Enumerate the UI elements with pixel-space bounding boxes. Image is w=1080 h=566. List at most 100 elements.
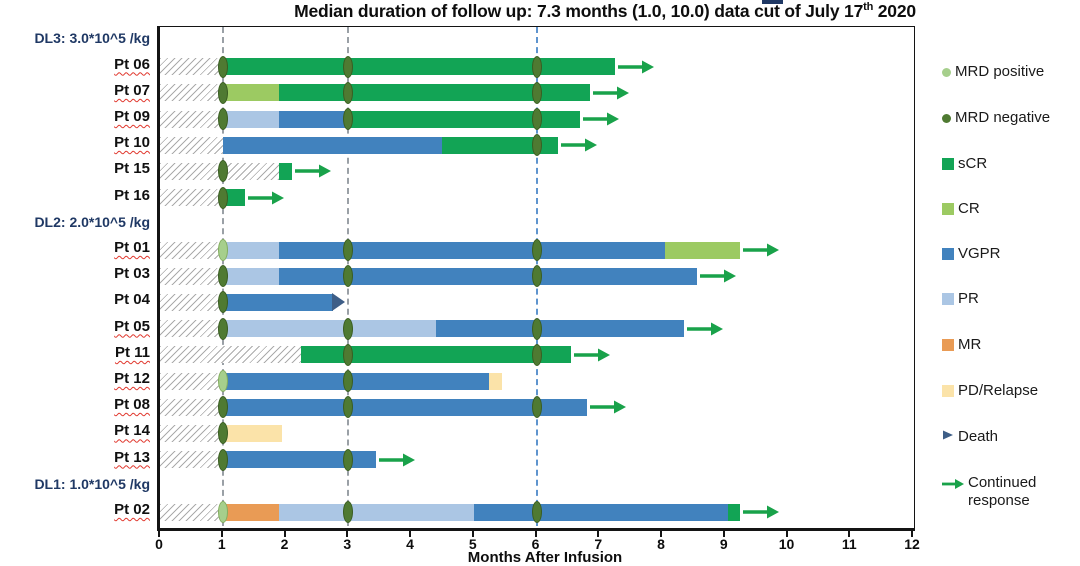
continued-response-arrow xyxy=(574,345,611,370)
mrd-negative-marker xyxy=(531,343,542,366)
continued-response-arrow xyxy=(699,266,737,291)
response-segment-pr xyxy=(222,267,280,285)
continued-response-arrow xyxy=(583,109,620,134)
legend-item-pr: PR xyxy=(942,290,979,308)
legend-label: MR xyxy=(958,336,982,353)
group-label: DL3: 3.0*10^5 /kg xyxy=(34,30,150,47)
patient-label: Pt 05 xyxy=(0,318,150,335)
patient-label-text: Pt 10 xyxy=(114,134,150,152)
chart-title-superscript: th xyxy=(863,1,874,14)
legend-marker-square xyxy=(942,339,954,351)
response-segment-vgpr xyxy=(473,503,728,521)
mrd-negative-marker xyxy=(531,239,542,261)
response-segment-vgpr xyxy=(279,267,697,285)
mrd-negative-marker xyxy=(343,55,354,78)
mrd-negative-marker xyxy=(343,448,354,471)
x-tick-label: 12 xyxy=(904,536,920,552)
patient-label: Pt 01 xyxy=(0,239,150,256)
mrd-negative-marker xyxy=(531,501,542,523)
patient-label: Pt 09 xyxy=(0,108,150,125)
mrd-negative-marker xyxy=(531,55,542,78)
response-segment-pr xyxy=(222,241,280,259)
response-segment-cr xyxy=(222,84,280,102)
legend-label: MRD negative xyxy=(955,109,1051,126)
x-tick xyxy=(785,531,788,537)
legend-label: CR xyxy=(958,200,980,217)
legend-item-death: Death xyxy=(942,428,998,446)
legend-item-mr: MR xyxy=(942,336,981,354)
mrd-negative-marker xyxy=(343,317,354,340)
x-tick xyxy=(409,531,411,537)
mrd-negative-marker xyxy=(343,81,354,104)
continued-response-arrow xyxy=(743,502,780,527)
hatch-pretreatment xyxy=(160,293,223,311)
response-segment-vgpr xyxy=(436,320,684,338)
mrd-negative-marker xyxy=(217,396,228,419)
hatch-pretreatment xyxy=(160,241,223,259)
x-tick xyxy=(660,531,662,537)
group-label: DL1: 1.0*10^5 /kg xyxy=(34,475,150,492)
response-segment-scr xyxy=(301,346,571,364)
legend-item-mrd-positive: MRD positive xyxy=(942,63,1044,81)
x-tick-label: 2 xyxy=(280,536,289,552)
response-segment-pd-relapse xyxy=(489,372,502,390)
x-tick xyxy=(346,531,349,537)
legend-marker-square xyxy=(942,158,954,170)
patient-label-text: Pt 16 xyxy=(114,186,150,204)
x-tick-label: 10 xyxy=(778,536,795,552)
response-segment-scr xyxy=(348,110,581,128)
group-label: DL2: 2.0*10^5 /kg xyxy=(34,213,150,230)
legend-marker-square xyxy=(942,248,954,260)
x-tick-label: 9 xyxy=(719,536,728,552)
patient-label-text: Pt 12 xyxy=(114,370,150,387)
mrd-negative-marker xyxy=(343,343,354,366)
mrd-negative-marker xyxy=(217,108,228,130)
response-segment-scr xyxy=(279,162,292,180)
x-tick-label: 6 xyxy=(531,536,540,552)
legend-item-pd-relapse: PD/Relapse xyxy=(942,382,1038,400)
legend-label: PR xyxy=(958,290,979,307)
death-marker xyxy=(331,293,346,316)
x-tick-label: 8 xyxy=(657,536,665,552)
x-tick xyxy=(848,531,851,537)
x-tick xyxy=(158,531,160,537)
legend-label: VGPR xyxy=(958,245,1001,262)
continued-response-arrow xyxy=(686,319,724,344)
response-segment-pr xyxy=(222,110,280,128)
response-segment-vgpr xyxy=(222,136,443,154)
patient-label-text: Pt 06 xyxy=(114,55,150,73)
x-tick xyxy=(220,531,223,537)
patient-label: Pt 02 xyxy=(0,501,150,518)
response-segment-vgpr xyxy=(222,372,490,390)
mrd-negative-marker xyxy=(531,108,542,130)
mrd-positive-marker xyxy=(217,370,228,392)
legend-item-mrd-negative: MRD negative xyxy=(942,109,1050,127)
patient-label: Pt 14 xyxy=(0,422,150,439)
mrd-negative-marker xyxy=(217,265,228,288)
patient-label-text: Pt 05 xyxy=(114,317,150,335)
hatch-pretreatment xyxy=(160,136,223,154)
mrd-negative-marker xyxy=(343,239,354,261)
x-tick-label: 0 xyxy=(155,536,163,552)
patient-label: Pt 16 xyxy=(0,187,150,204)
response-segment-scr xyxy=(727,503,741,521)
mrd-negative-marker xyxy=(343,370,354,392)
continued-response-arrow xyxy=(592,83,630,108)
hatch-pretreatment xyxy=(160,58,223,76)
patient-label: Pt 06 xyxy=(0,56,150,73)
legend-label: PD/Relapse xyxy=(958,382,1039,399)
chart-title-suffix: 2020 xyxy=(873,1,916,21)
response-segment-pd-relapse xyxy=(222,424,283,442)
response-segment-pr xyxy=(279,503,474,521)
x-tick-label: 11 xyxy=(841,536,857,552)
legend-item-vgpr: VGPR xyxy=(942,245,1001,263)
hatch-pretreatment xyxy=(160,424,223,442)
continued-response-arrow xyxy=(617,57,655,82)
x-tick xyxy=(283,531,286,537)
hatch-pretreatment xyxy=(160,451,223,469)
patient-label: Pt 10 xyxy=(0,134,150,151)
legend-label: Death xyxy=(958,428,999,445)
patient-label-text: Pt 01 xyxy=(114,239,150,256)
x-tick xyxy=(471,531,474,537)
chart-title: Median duration of follow up: 7.3 months… xyxy=(185,1,1025,22)
